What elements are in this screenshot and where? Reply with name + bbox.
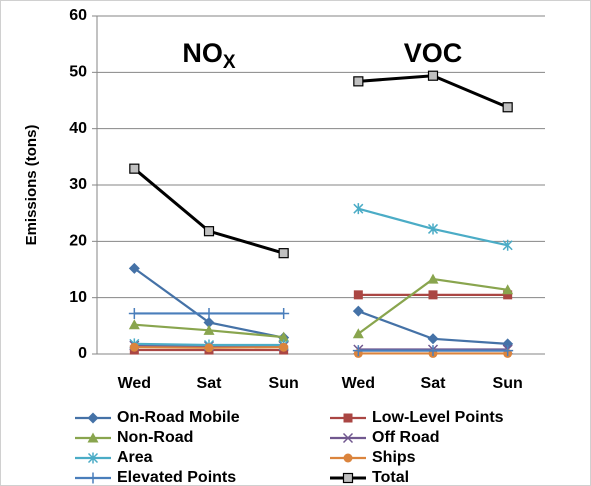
marker [129,342,139,352]
marker [352,305,364,317]
marker [279,342,289,352]
marker [128,307,140,319]
legend-label: Elevated Points [117,469,236,486]
marker [203,316,215,328]
y-tick-label: 60 [69,7,87,24]
marker [427,345,439,357]
legend-marker [343,413,353,423]
y-tick-label: 20 [69,233,87,250]
legend-marker [87,412,99,424]
legend-label: Off Road [372,429,440,446]
legend-marker [87,472,99,484]
legend-marker [342,432,354,444]
marker [128,262,140,274]
marker [427,333,439,345]
y-axis-label: Emissions (tons) [23,125,40,246]
marker [353,203,364,215]
legend-marker [342,472,354,484]
x-tick-label: Wed [342,375,375,392]
marker [427,223,439,235]
marker [427,273,439,284]
legend-label: Non-Road [117,429,193,446]
marker [502,284,514,295]
marker [128,319,140,330]
marker [352,345,364,357]
x-tick-label: Wed [118,375,151,392]
group-label: NOX [182,38,236,73]
legend-marker [87,432,99,443]
legend-label: Area [117,449,153,466]
marker [278,331,290,342]
legend-marker [343,453,353,463]
x-tick-label: Sat [197,375,223,392]
marker [428,290,438,300]
marker [353,290,363,300]
marker [278,307,290,319]
x-tick-label: Sat [421,375,447,392]
group-label-subscript: X [223,52,236,73]
marker [278,248,289,259]
legend-label: Low-Level Points [372,409,504,426]
group-label-text: VOC [404,38,463,68]
legend-marker [87,452,99,464]
marker [352,328,364,339]
marker [427,70,439,81]
x-tick-label: Sun [269,375,299,392]
group-label: VOC [404,38,463,68]
marker [503,290,513,300]
marker [129,163,140,174]
y-tick-label: 30 [69,176,87,193]
marker [203,226,215,237]
legend-label: On-Road Mobile [117,409,240,426]
marker [204,343,214,353]
legend-label: Total [372,469,409,486]
group-label-text: NO [182,38,223,68]
marker [502,239,513,251]
marker [353,76,364,87]
y-tick-label: 0 [78,345,87,362]
y-tick-label: 50 [69,64,87,81]
legend-label: Ships [372,449,416,466]
x-tick-label: Sun [493,375,523,392]
marker [502,345,514,357]
y-tick-label: 40 [69,120,87,137]
marker [502,102,513,113]
y-tick-label: 10 [69,289,87,306]
marker [203,324,215,335]
marker [203,307,215,319]
